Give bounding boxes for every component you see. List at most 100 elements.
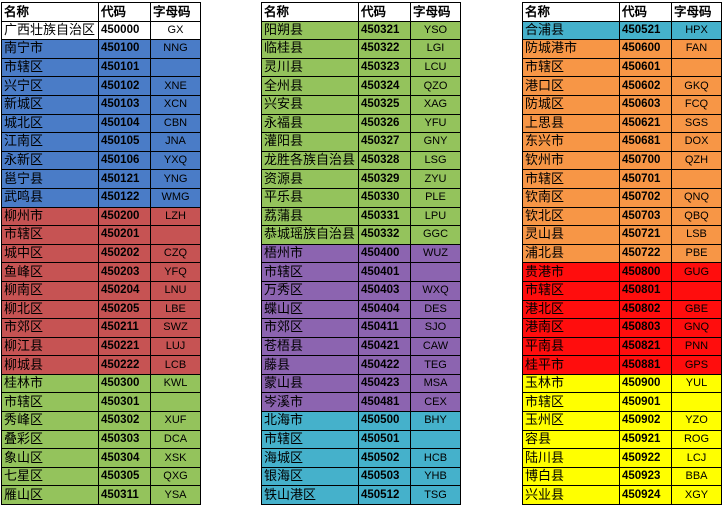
- region-code-cell: 450203: [98, 262, 151, 282]
- region-code-cell: 450404: [358, 299, 411, 320]
- region-name-cell: 市辖区: [1, 57, 99, 78]
- region-code-cell: 450703: [619, 206, 672, 227]
- region-code-cell: 450101: [98, 57, 151, 78]
- region-code-cell: 450205: [98, 299, 151, 320]
- region-name-cell: 万秀区: [261, 280, 359, 301]
- letter-code-cell: XCN: [150, 94, 201, 115]
- table-row: 钦州市 450700 QZH: [522, 150, 722, 171]
- region-name-cell: 东兴市: [522, 132, 620, 152]
- letter-code-cell: CZQ: [150, 243, 201, 264]
- letter-code-cell: KWL: [150, 373, 201, 394]
- region-name-cell: 藤县: [261, 355, 359, 375]
- letter-code-cell: YFU: [410, 113, 461, 134]
- table-row: 港北区 450802 GBE: [522, 299, 722, 320]
- region-name-cell: 玉州区: [522, 411, 620, 431]
- region-name-cell: 市辖区: [522, 169, 620, 189]
- region-name-cell: 灌阳县: [261, 132, 359, 152]
- letter-code-cell: TSG: [410, 485, 461, 505]
- region-name-cell: 梧州市: [261, 243, 359, 264]
- letter-code-cell: QBQ: [671, 206, 722, 227]
- letter-code-cell: PLE: [410, 187, 461, 208]
- table-row: 城中区 450202 CZQ: [1, 243, 201, 264]
- table-row: 市辖区 450601: [522, 57, 722, 78]
- region-code-cell: 450921: [619, 429, 672, 450]
- region-code-cell: 450603: [619, 94, 672, 115]
- table-row: 兴业县 450924 XGY: [522, 485, 722, 505]
- letter-code-cell: [410, 429, 461, 450]
- region-code-cell: 450200: [98, 206, 151, 227]
- letter-code-cell: FCQ: [671, 94, 722, 115]
- table-row: 市辖区 450801: [522, 280, 722, 301]
- letter-code-cell: LUJ: [150, 336, 201, 357]
- letter-code-cell: WUZ: [410, 243, 461, 264]
- region-code-cell: 450304: [98, 448, 151, 468]
- header-code: 代码: [98, 2, 151, 22]
- region-name-cell: 钦北区: [522, 206, 620, 227]
- header-abbr: 字母码: [410, 2, 461, 22]
- table-row: 市辖区 450701: [522, 169, 722, 189]
- region-name-cell: 城中区: [1, 243, 99, 264]
- region-code-cell: 450500: [358, 411, 411, 431]
- letter-code-cell: BBA: [671, 466, 722, 487]
- letter-code-cell: GX: [150, 20, 201, 41]
- letter-code-cell: MSA: [410, 373, 461, 394]
- letter-code-cell: YFQ: [150, 262, 201, 282]
- table-row: 灵山县 450721 LSB: [522, 225, 722, 245]
- region-code-cell: 450221: [98, 336, 151, 357]
- table-row: 江南区 450105 JNA: [1, 132, 201, 152]
- table-row: 兴宁区 450102 XNE: [1, 76, 201, 96]
- table-row: 玉州区 450902 YZO: [522, 411, 722, 431]
- letter-code-cell: YSA: [150, 485, 201, 505]
- region-name-cell: 灵山县: [522, 225, 620, 245]
- region-code-cell: 450502: [358, 448, 411, 468]
- region-code-cell: 450800: [619, 262, 672, 282]
- letter-code-cell: [671, 169, 722, 189]
- letter-code-cell: YZO: [671, 411, 722, 431]
- table-row: 浦北县 450722 PBE: [522, 243, 722, 264]
- letter-code-cell: GKQ: [671, 76, 722, 96]
- table-row: 荔蒲县 450331 LPU: [261, 206, 461, 227]
- region-code-cell: 450401: [358, 262, 411, 282]
- table-row: 临桂县 450322 LGI: [261, 39, 461, 59]
- letter-code-cell: LCB: [150, 355, 201, 375]
- region-name-cell: 平乐县: [261, 187, 359, 208]
- region-code-cell: 450722: [619, 243, 672, 264]
- region-code-cell: 450512: [358, 485, 411, 505]
- letter-code-cell: NNG: [150, 39, 201, 59]
- region-name-cell: 兴安县: [261, 94, 359, 115]
- region-name-cell: 叠彩区: [1, 429, 99, 450]
- letter-code-cell: QZO: [410, 76, 461, 96]
- letter-code-cell: GBE: [671, 299, 722, 320]
- letter-code-cell: HCB: [410, 448, 461, 468]
- table-row: 叠彩区 450303 DCA: [1, 429, 201, 450]
- table-row: 合浦县 450521 HPX: [522, 20, 722, 41]
- letter-code-cell: BHY: [410, 411, 461, 431]
- letter-code-cell: LCU: [410, 57, 461, 78]
- letter-code-cell: YUL: [671, 373, 722, 394]
- letter-code-cell: [671, 392, 722, 413]
- letter-code-cell: DCA: [150, 429, 201, 450]
- region-name-cell: 博白县: [522, 466, 620, 487]
- table-row: 南宁市 450100 NNG: [1, 39, 201, 59]
- letter-code-cell: QNQ: [671, 187, 722, 208]
- region-name-cell: 南宁市: [1, 39, 99, 59]
- region-code-cell: 450325: [358, 94, 411, 115]
- region-name-cell: 鱼峰区: [1, 262, 99, 282]
- letter-code-cell: CAW: [410, 336, 461, 357]
- region-code-cell: 450721: [619, 225, 672, 245]
- region-name-cell: 邕宁县: [1, 169, 99, 189]
- region-code-cell: 450481: [358, 392, 411, 413]
- region-code-cell: 450411: [358, 318, 411, 338]
- region-name-cell: 贵港市: [522, 262, 620, 282]
- region-code-cell: 450902: [619, 411, 672, 431]
- region-code-cell: 450322: [358, 39, 411, 59]
- region-name-cell: 防城区: [522, 94, 620, 115]
- letter-code-cell: [150, 57, 201, 78]
- table-row: 平乐县 450330 PLE: [261, 187, 461, 208]
- table-row: 苍梧县 450421 CAW: [261, 336, 461, 357]
- region-name-cell: 柳南区: [1, 280, 99, 301]
- table-row: 武鸣县 450122 WMG: [1, 187, 201, 208]
- region-code-cell: 450601: [619, 57, 672, 78]
- region-name-cell: 岑溪市: [261, 392, 359, 413]
- table-row: 恭城瑶族自治县 450332 GGC: [261, 225, 461, 245]
